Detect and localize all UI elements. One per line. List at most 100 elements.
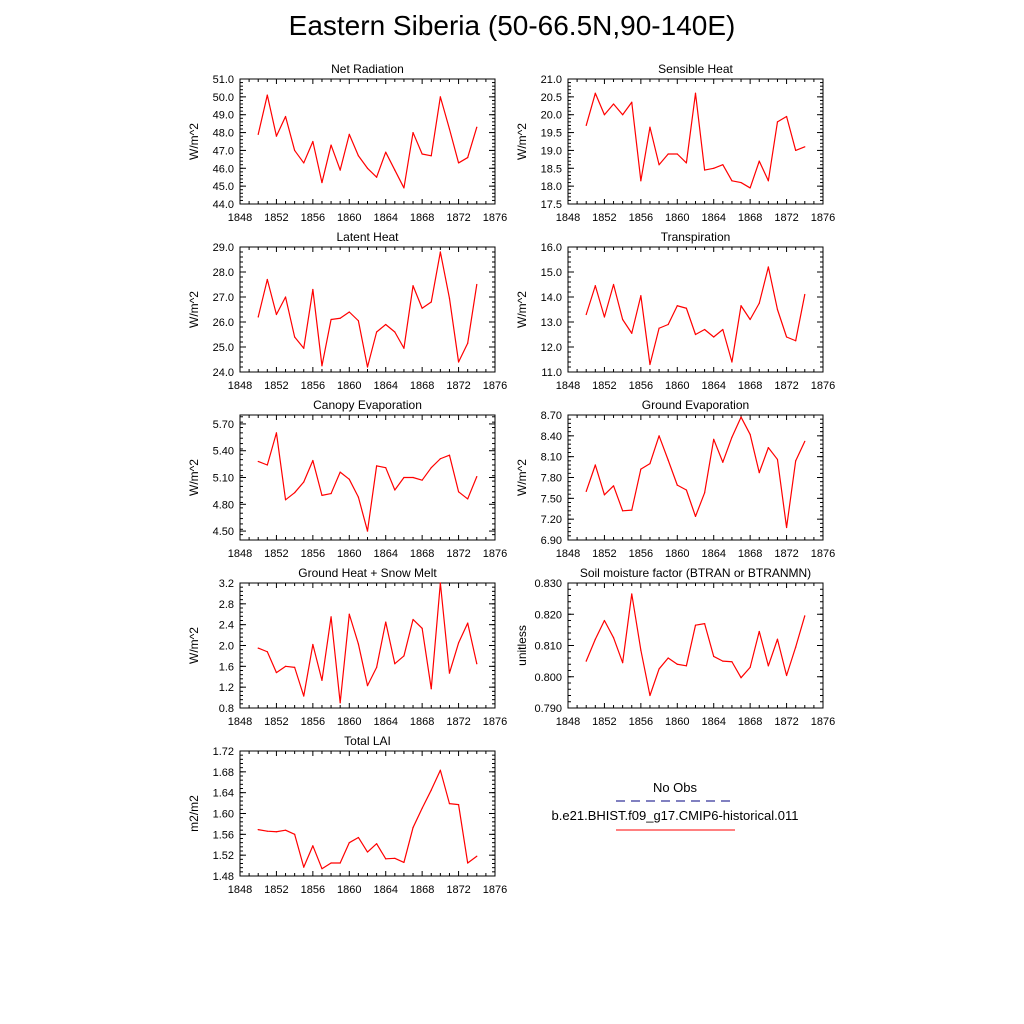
x-tick-label: 1852 [592,716,616,728]
data-point [385,621,387,623]
x-tick-label: 1848 [556,716,580,728]
series-line [585,593,806,697]
x-tick-label: 1860 [665,716,689,728]
data-point [631,101,633,103]
x-tick-label: 1848 [228,212,252,224]
x-tick-label: 1852 [264,380,288,392]
data-point [667,153,669,155]
y-tick-label: 8.40 [541,431,562,443]
x-tick-label: 1872 [446,884,470,896]
x-tick-label: 1848 [556,212,580,224]
data-point [640,649,642,651]
data-point [713,336,715,338]
data-point [257,460,259,463]
data-point [457,642,460,644]
x-tick-label: 1868 [410,716,434,728]
data-point [385,151,387,153]
data-point [713,167,715,169]
data-point [421,627,423,629]
data-point [694,333,697,336]
data-point [421,807,423,809]
x-tick-label: 1876 [483,212,507,224]
data-point [376,666,378,668]
y-tick-label: 2.0 [219,641,234,653]
data-point [795,340,797,342]
data-point [357,155,359,157]
data-point [448,454,451,456]
data-point [603,316,606,318]
x-tick-label: 1864 [373,548,397,560]
x-tick-label: 1864 [701,548,725,560]
x-tick-label: 1868 [410,212,434,224]
data-point [622,318,624,321]
data-point [585,313,587,316]
data-point [685,162,687,164]
y-tick-label: 1.64 [213,788,234,800]
data-point [266,94,268,96]
data-point [467,622,469,624]
data-point [394,663,396,665]
data-point [430,688,432,690]
y-tick-label: 0.8 [219,703,234,715]
data-point [594,285,596,287]
panel-title: Soil moisture factor (BTRAN or BTRANMN) [580,566,811,580]
data-point [476,283,478,286]
data-point [640,468,642,470]
data-point [704,169,706,171]
y-tick-label: 20.0 [541,110,562,122]
data-point [704,328,706,331]
y-tick-label: 12.0 [541,342,562,354]
data-point [740,677,742,679]
data-point [412,618,414,621]
data-point [312,140,314,143]
data-point [357,496,359,498]
data-point [312,643,314,646]
y-tick-label: 51.0 [213,74,234,86]
x-tick-label: 1856 [629,212,653,224]
data-point [257,133,259,135]
data-point [376,331,378,333]
y-tick-label: 6.90 [541,535,562,547]
y-axis-label: W/m^2 [515,459,529,496]
x-tick-label: 1852 [592,380,616,392]
data-point [676,663,678,665]
x-tick-label: 1856 [301,380,325,392]
data-point [749,187,751,189]
x-tick-label: 1852 [264,212,288,224]
y-tick-label: 1.60 [213,809,234,821]
data-point [612,283,615,286]
data-point [767,266,769,268]
data-point [685,489,687,491]
data-point [357,320,359,322]
data-point [385,467,387,469]
y-tick-label: 46.0 [213,163,234,175]
data-point [294,666,296,668]
y-tick-label: 13.0 [541,317,562,329]
data-point [448,128,451,130]
x-tick-label: 1848 [556,380,580,392]
plot-frame [567,414,824,541]
data-point [603,114,606,116]
data-point [303,162,305,164]
data-point [667,323,669,326]
data-point [339,169,341,171]
data-point [412,285,414,287]
x-tick-label: 1876 [811,716,835,728]
data-point [594,92,596,94]
data-point [439,458,441,460]
data-point [284,499,287,501]
data-point [312,845,314,847]
x-tick-label: 1868 [738,548,762,560]
data-point [330,318,332,321]
y-tick-label: 18.0 [541,181,562,193]
y-axis-label: W/m^2 [187,627,201,664]
data-point [275,831,278,833]
data-point [457,804,460,806]
data-point [749,666,751,668]
x-tick-label: 1860 [665,380,689,392]
x-tick-label: 1860 [337,212,361,224]
x-tick-label: 1860 [337,884,361,896]
x-tick-label: 1876 [483,548,507,560]
